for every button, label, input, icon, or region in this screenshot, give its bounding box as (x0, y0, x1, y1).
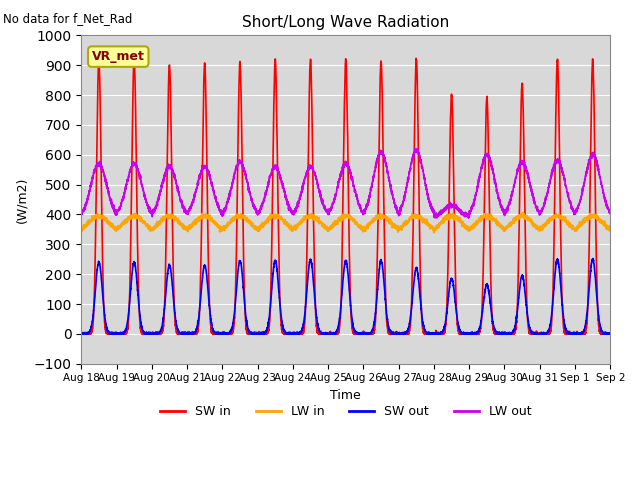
SW in (465, 331, 472, 337)
LW in (172, 215, 180, 220)
Legend: SW in, LW in, SW out, LW out: SW in, LW in, SW out, LW out (155, 400, 536, 423)
LW in (430, 230, 438, 236)
LW in (465, 228, 472, 233)
SW in (173, 329, 180, 335)
LW in (435, 222, 443, 228)
Line: SW out: SW out (81, 259, 611, 334)
Line: LW out: LW out (81, 149, 611, 218)
SW in (606, 330, 614, 336)
Line: SW in: SW in (81, 59, 611, 334)
LW in (494, 219, 502, 225)
LW out (172, 180, 180, 185)
LW out (606, 210, 614, 216)
Title: Short/Long Wave Radiation: Short/Long Wave Radiation (242, 15, 449, 30)
SW in (77, 331, 85, 336)
Text: VR_met: VR_met (92, 50, 145, 63)
Text: No data for f_Net_Rad: No data for f_Net_Rad (3, 12, 132, 25)
LW out (326, 209, 333, 215)
SW out (172, 321, 180, 326)
SW out (326, 331, 333, 337)
SW out (464, 330, 472, 336)
SW out (494, 331, 502, 336)
SW out (77, 331, 85, 337)
SW in (77, 331, 85, 337)
SW in (326, 330, 333, 336)
X-axis label: Time: Time (330, 389, 361, 402)
SW in (495, 331, 502, 337)
SW in (412, 56, 420, 61)
SW out (606, 331, 614, 337)
LW out (433, 215, 441, 221)
LW out (435, 212, 443, 218)
LW out (495, 192, 502, 198)
LW in (77, 225, 85, 230)
LW out (77, 209, 85, 215)
LW out (465, 212, 472, 218)
LW out (607, 210, 614, 216)
Y-axis label: (W/m2): (W/m2) (15, 176, 28, 223)
SW out (607, 331, 614, 337)
LW in (606, 228, 614, 233)
LW in (607, 228, 614, 234)
LW in (519, 210, 527, 216)
SW out (435, 331, 443, 337)
LW in (326, 226, 333, 232)
SW in (607, 331, 614, 337)
LW out (411, 146, 419, 152)
SW in (435, 330, 443, 336)
SW out (589, 256, 596, 262)
Line: LW in: LW in (81, 213, 611, 233)
